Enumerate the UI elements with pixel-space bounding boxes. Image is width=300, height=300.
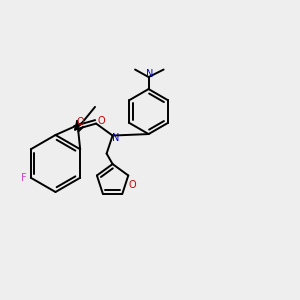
Text: O: O	[129, 180, 136, 190]
Text: O: O	[98, 116, 105, 126]
Text: N: N	[112, 133, 119, 143]
Text: O: O	[76, 117, 84, 128]
Text: N: N	[146, 69, 154, 79]
Text: F: F	[20, 173, 26, 183]
